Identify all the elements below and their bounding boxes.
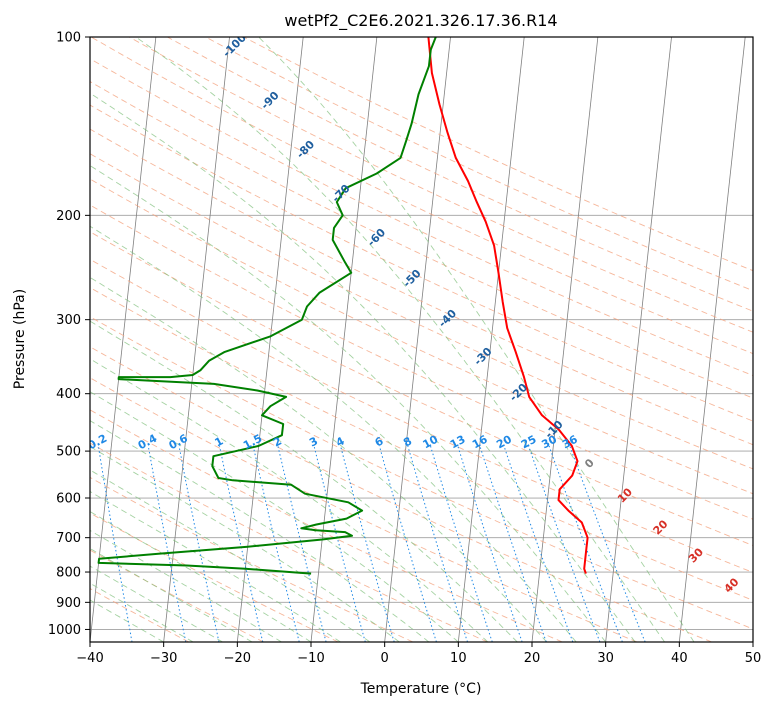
moist-adiabat-line [90, 320, 518, 642]
mixing-ratio-line [97, 445, 133, 642]
mixing-ratio-label: 36 [560, 433, 580, 452]
isotherm-line [90, 37, 157, 642]
y-tick-label: 600 [56, 492, 81, 507]
moist-adiabat-line [90, 165, 607, 642]
isotherm-line [605, 37, 672, 642]
moist-adiabat-line [90, 511, 312, 642]
dry-adiabat-line [90, 37, 753, 355]
moist-adiabat-line [90, 92, 636, 642]
dry-adiabat-line [90, 549, 264, 642]
isotherm-line [457, 37, 525, 642]
y-tick-label: 300 [56, 313, 81, 328]
mixing-ratio-line [219, 445, 264, 642]
dry-adiabat-line [90, 104, 753, 422]
axis-layer: −40 −30 −20 −10 0 10 20 30 40 50 100 200 300 400 500 60… [48, 31, 761, 667]
mixing-ratio-label: 25 [519, 433, 539, 452]
mixing-ratio-line [313, 445, 366, 642]
x-tick-label: −10 [297, 651, 324, 666]
dewpoint-profile [97, 37, 437, 575]
mixing-ratio-label: 10 [421, 433, 441, 452]
y-axis-label: Pressure (hPa) [12, 289, 28, 389]
y-tick-label: 700 [56, 531, 81, 546]
mixing-ratio-line [528, 445, 601, 642]
dry-adiabat-line [205, 37, 753, 292]
dry-adiabat-line [90, 204, 753, 520]
x-tick-label: 10 [450, 651, 467, 666]
mixing-ratio-line [178, 445, 220, 642]
dry-adiabat-line [128, 37, 753, 333]
mixing-ratio-line [430, 445, 493, 642]
mixing-ratio-line [457, 445, 523, 642]
mixing-ratio-label: 30 [539, 433, 559, 452]
moist-adiabat-line [90, 469, 371, 642]
mixing-ratio-line [378, 445, 437, 642]
moist-adiabat-line [90, 358, 489, 642]
moist-adiabat-line [90, 276, 548, 642]
mixing-ratio-line [252, 445, 300, 642]
moist-adiabat-line [90, 391, 459, 642]
dry-adiabat-line [90, 81, 753, 399]
mixing-ratio-label: 16 [470, 433, 490, 452]
moist-adiabat-line [90, 529, 282, 642]
dry-adiabat-line [90, 512, 339, 642]
moist-adiabat-line [90, 548, 253, 642]
moist-adiabat-line [135, 37, 665, 642]
y-tick-label: 1000 [48, 623, 81, 638]
y-tick-label: 100 [56, 31, 81, 46]
isotherm-line [384, 37, 451, 642]
mixing-ratio-line [340, 445, 395, 642]
dry-adiabat-line [90, 409, 563, 642]
x-tick-label: −30 [150, 651, 177, 666]
mixing-ratio-line [503, 445, 574, 642]
x-axis-label: Temperature (°C) [360, 681, 482, 697]
dry-adiabat-line [90, 346, 712, 642]
x-tick-label: 30 [597, 651, 614, 666]
dry-adiabat-line [90, 178, 753, 495]
moist-adiabat-line [258, 37, 695, 642]
mixing-ratio-line [479, 445, 547, 642]
isotherm-line [531, 37, 599, 642]
moist-adiabat-line [90, 225, 577, 642]
mixing-ratio-line [277, 445, 327, 642]
y-tick-label: 800 [56, 566, 81, 581]
series-layer [97, 37, 589, 575]
moist-adiabat-line [90, 446, 400, 642]
isotherm-line [678, 37, 746, 642]
grid-layer [90, 37, 753, 642]
moist-adiabat-line [90, 565, 223, 642]
plot-frame [89, 36, 754, 643]
chart-title: wetPf2_C2E6.2021.326.17.36.R14 [284, 11, 557, 31]
mixing-ratio-line [407, 445, 468, 642]
x-tick-label: 20 [524, 651, 541, 666]
x-tick-label: 0 [381, 651, 389, 666]
mixing-ratio-line [147, 445, 187, 642]
mixing-ratio-label: 13 [448, 433, 468, 452]
dry-adiabat-line [90, 316, 753, 630]
y-tick-label: 400 [56, 387, 81, 402]
x-tick-label: −40 [76, 651, 103, 666]
mixing-ratio-label: 20 [494, 433, 514, 452]
dry-adiabat-line [90, 153, 753, 470]
dry-adiabat-line [90, 258, 753, 573]
y-tick-label: 900 [56, 596, 81, 611]
y-tick-label: 500 [56, 445, 81, 460]
dry-adiabat-line [90, 476, 414, 642]
x-tick-label: −20 [224, 651, 251, 666]
moist-adiabat-line [90, 420, 430, 642]
temperature-profile [427, 37, 589, 574]
isotherm-line [236, 37, 304, 642]
moist-adiabat-line [90, 582, 194, 642]
x-tick-label: 50 [745, 651, 762, 666]
x-tick-label: 40 [671, 651, 688, 666]
y-tick-label: 200 [56, 209, 81, 224]
dry-adiabat-line [90, 442, 488, 642]
